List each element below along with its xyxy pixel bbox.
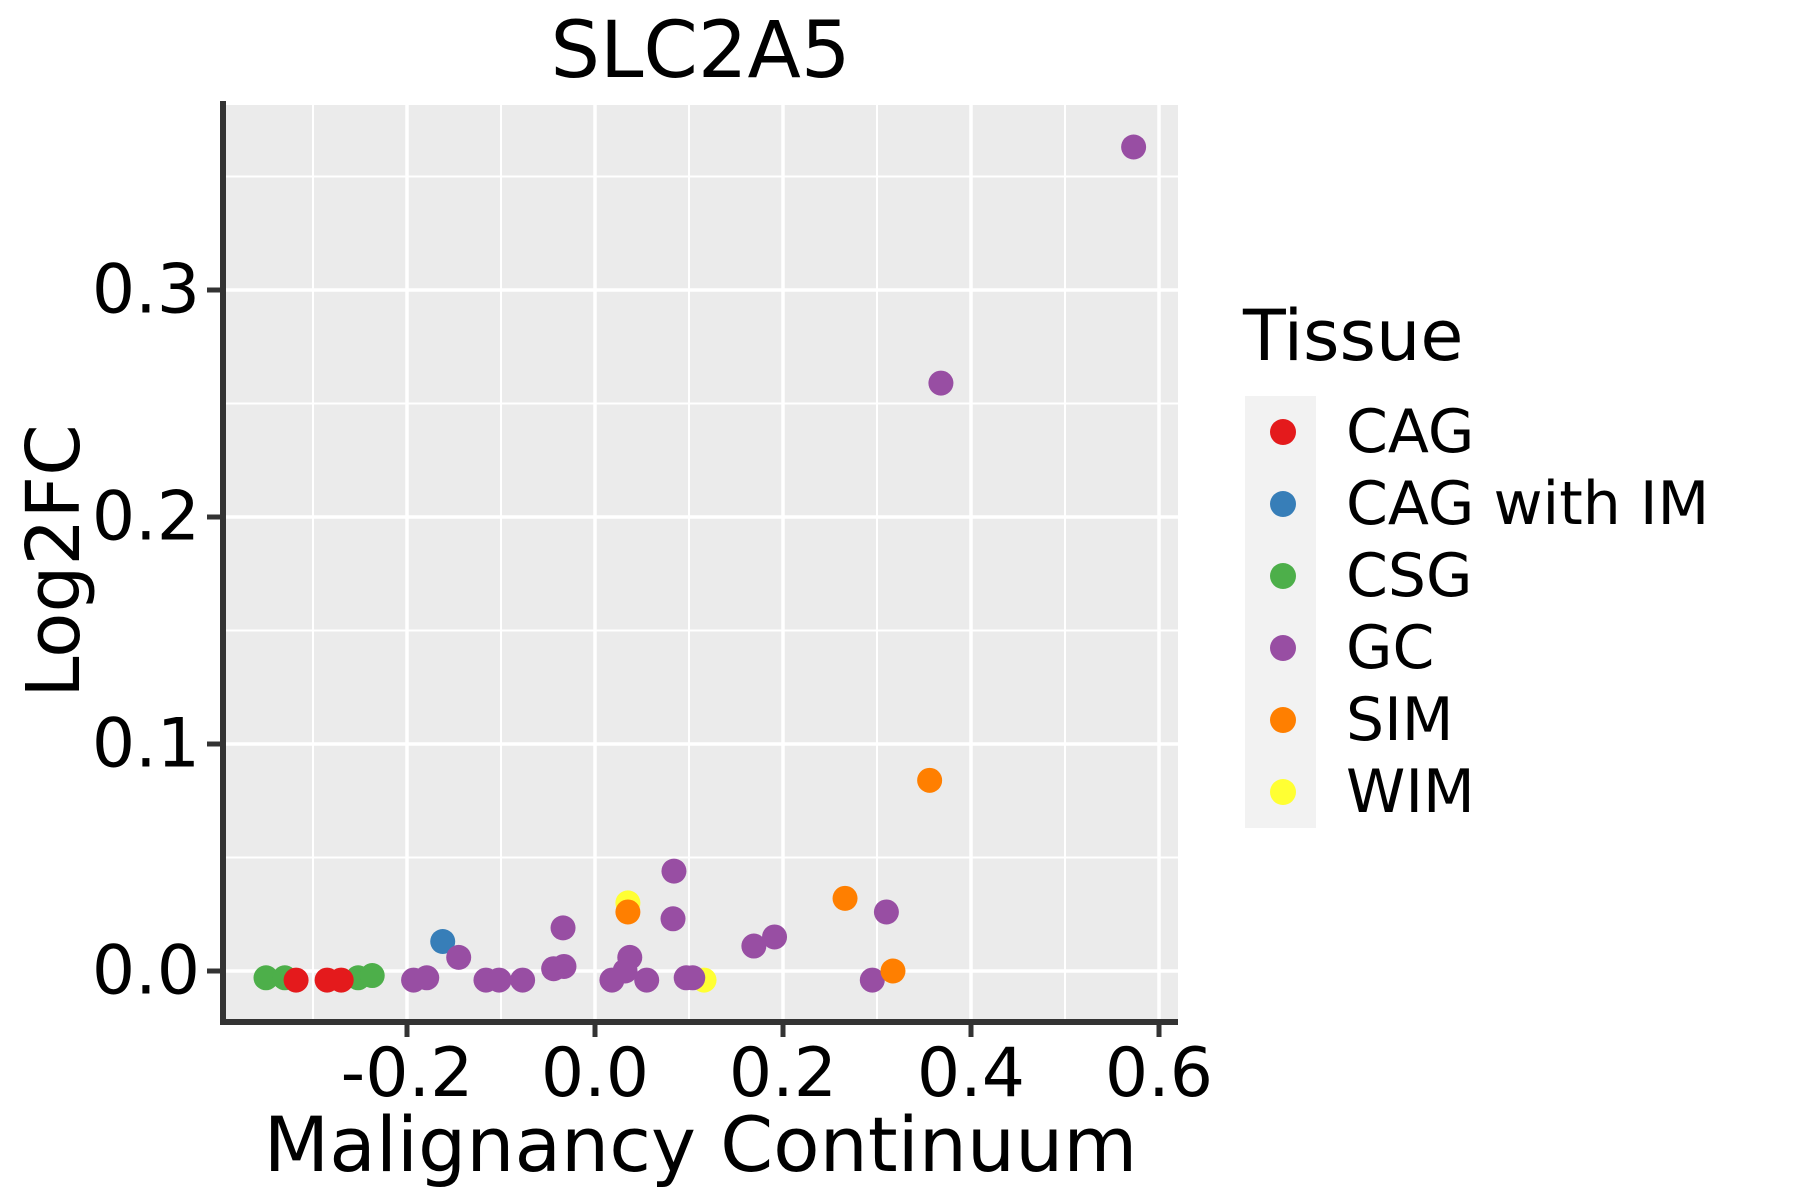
data-point-GC [660,906,686,932]
legend-swatch [1270,707,1296,733]
data-point-GC [661,858,687,884]
legend-item-CSG: CSG [1245,540,1709,612]
data-point-GC [446,944,472,970]
y-tick-label: 0.1 [91,704,200,784]
y-tick-label: 0.2 [91,477,200,557]
y-tick-label: 0.3 [91,250,200,330]
y-axis-title: Log2FC [11,424,97,698]
data-point-GC [928,370,954,396]
legend-item-SIM: SIM [1245,684,1709,756]
legend-label: CAG [1346,397,1475,467]
data-point-GC [873,899,899,925]
data-point-GC [414,965,440,991]
data-point-CAG [328,967,354,993]
legend-swatch [1270,635,1296,661]
data-point-GC [859,967,885,993]
legend-swatch [1270,491,1296,517]
data-point-SIM [880,958,906,984]
x-tick-label: 0.2 [728,1034,838,1113]
legend-item-CAG: CAG [1245,396,1709,468]
legend-item-CAG-with-IM: CAG with IM [1245,468,1709,540]
plot-title: SLC2A5 [550,6,851,96]
data-point-GC [510,967,536,993]
x-axis-title: Malignancy Continuum [263,1100,1138,1189]
legend-item-GC: GC [1245,612,1709,684]
legend-label: GC [1346,613,1435,683]
data-point-CSG [253,965,279,991]
legend-label: WIM [1346,757,1475,827]
x-tick-label: 0.0 [540,1034,650,1113]
legend-title: Tissue [1243,295,1464,377]
data-point-GC [1121,134,1147,160]
y-tick-label: 0.0 [91,931,200,1011]
data-point-GC [634,967,660,993]
data-point-CAG-with-IM [430,928,456,954]
data-point-GC [617,944,643,970]
legend-key-background [1245,396,1316,828]
x-tick-label: 0.6 [1104,1034,1214,1113]
legend-label: SIM [1346,685,1454,755]
x-tick-label: -0.2 [340,1034,474,1113]
data-point-GC [680,965,706,991]
legend-swatch [1270,779,1296,805]
legend-swatch [1270,419,1296,445]
legend-swatch [1270,563,1296,589]
data-point-SIM [917,767,943,793]
legend-label: CSG [1346,541,1473,611]
data-point-GC [741,933,767,959]
data-point-SIM [615,899,641,925]
data-point-GC [550,915,576,941]
data-point-GC [762,924,788,950]
data-point-GC [551,953,577,979]
x-tick-label: 0.4 [916,1034,1026,1113]
data-point-SIM [832,885,858,911]
legend: Tissue CAG CAG with IM CSG GC SIM WIM [1243,295,1709,828]
data-point-CAG [283,967,309,993]
legend-items: CAG CAG with IM CSG GC SIM WIM [1245,396,1709,828]
legend-item-WIM: WIM [1245,756,1709,828]
data-point-GC [486,967,512,993]
data-point-CSG [359,963,385,989]
legend-label: CAG with IM [1346,469,1710,539]
plot-panel [223,105,1178,1019]
